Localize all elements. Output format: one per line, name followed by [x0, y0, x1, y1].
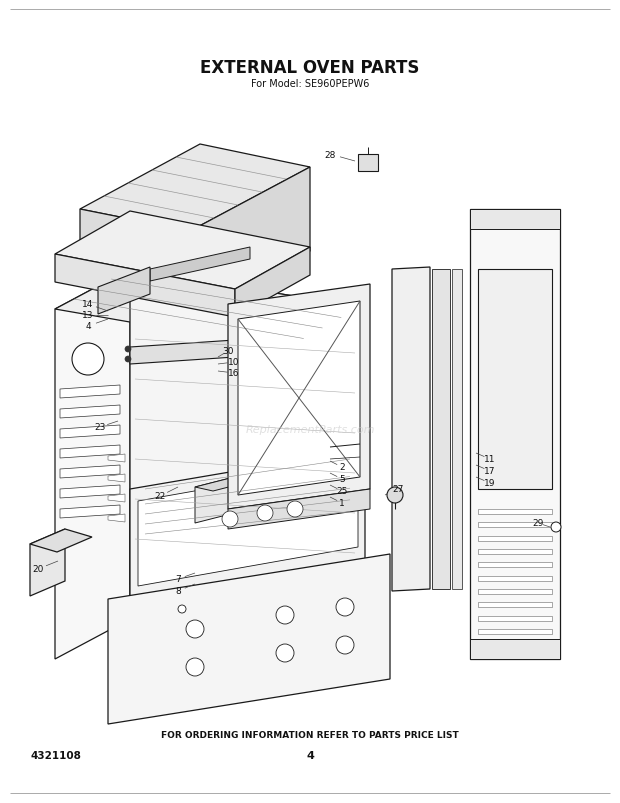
Text: 23: 23 [94, 423, 105, 432]
Polygon shape [60, 446, 120, 459]
Text: FOR ORDERING INFORMATION REFER TO PARTS PRICE LIST: FOR ORDERING INFORMATION REFER TO PARTS … [161, 731, 459, 740]
Circle shape [178, 605, 186, 613]
Text: 4: 4 [306, 750, 314, 760]
Polygon shape [108, 554, 390, 724]
Circle shape [257, 505, 273, 521]
Polygon shape [55, 212, 310, 290]
Circle shape [276, 644, 294, 662]
Text: 13: 13 [82, 311, 94, 320]
Circle shape [276, 606, 294, 624]
Text: 7: 7 [175, 575, 181, 584]
Circle shape [125, 357, 131, 362]
Polygon shape [195, 474, 268, 491]
Text: 22: 22 [154, 492, 166, 501]
Polygon shape [478, 576, 552, 581]
Polygon shape [478, 630, 552, 634]
Text: 16: 16 [228, 369, 240, 378]
Polygon shape [108, 475, 125, 483]
Polygon shape [60, 406, 120, 418]
Polygon shape [452, 270, 462, 589]
Polygon shape [108, 454, 125, 463]
Polygon shape [80, 228, 310, 278]
Polygon shape [235, 247, 310, 318]
Text: 4321108: 4321108 [30, 750, 81, 760]
Polygon shape [392, 267, 430, 591]
Polygon shape [470, 210, 560, 659]
Text: 8: 8 [175, 587, 181, 596]
Text: 11: 11 [484, 455, 496, 464]
Polygon shape [228, 489, 370, 529]
Polygon shape [60, 485, 120, 499]
Circle shape [72, 344, 104, 376]
Polygon shape [130, 450, 365, 599]
Text: 5: 5 [339, 475, 345, 484]
Polygon shape [80, 145, 310, 232]
Polygon shape [478, 602, 552, 608]
Polygon shape [470, 639, 560, 659]
Polygon shape [432, 270, 450, 589]
Polygon shape [470, 210, 560, 230]
Polygon shape [238, 302, 360, 495]
Text: 25: 25 [336, 487, 348, 496]
Text: ReplacementParts.com: ReplacementParts.com [246, 425, 374, 434]
Text: 14: 14 [82, 300, 94, 309]
Circle shape [125, 347, 131, 353]
Polygon shape [150, 247, 250, 282]
Polygon shape [195, 474, 250, 524]
Text: 30: 30 [222, 347, 234, 356]
Polygon shape [108, 515, 125, 522]
Polygon shape [138, 463, 358, 586]
Text: 4: 4 [85, 322, 91, 331]
Text: 17: 17 [484, 467, 496, 476]
Circle shape [186, 658, 204, 676]
Polygon shape [358, 155, 378, 172]
Polygon shape [130, 270, 360, 619]
Polygon shape [478, 536, 552, 541]
Polygon shape [60, 385, 120, 398]
Polygon shape [30, 529, 65, 597]
Polygon shape [60, 466, 120, 479]
Text: 2: 2 [339, 463, 345, 472]
Text: 29: 29 [533, 519, 544, 528]
Text: EXTERNAL OVEN PARTS: EXTERNAL OVEN PARTS [200, 59, 420, 77]
Polygon shape [55, 270, 360, 349]
Polygon shape [478, 523, 552, 528]
Text: 27: 27 [392, 485, 404, 494]
Circle shape [222, 512, 238, 528]
Polygon shape [478, 563, 552, 568]
Text: 19: 19 [484, 479, 496, 488]
Text: 20: 20 [32, 565, 43, 574]
Circle shape [387, 487, 403, 503]
Polygon shape [478, 549, 552, 554]
Polygon shape [30, 529, 92, 552]
Polygon shape [190, 168, 310, 278]
Polygon shape [478, 270, 552, 489]
Polygon shape [130, 337, 280, 365]
Polygon shape [98, 267, 150, 315]
Polygon shape [60, 505, 120, 519]
Polygon shape [60, 426, 120, 438]
Text: For Model: SE960PEPW6: For Model: SE960PEPW6 [251, 79, 369, 89]
Polygon shape [108, 495, 125, 503]
Polygon shape [478, 589, 552, 594]
Polygon shape [55, 270, 130, 659]
Circle shape [186, 620, 204, 638]
Polygon shape [55, 255, 235, 318]
Polygon shape [270, 310, 360, 369]
Polygon shape [80, 210, 190, 278]
Circle shape [287, 501, 303, 517]
Text: 1: 1 [339, 499, 345, 507]
Text: 28: 28 [324, 150, 335, 159]
Polygon shape [478, 509, 552, 515]
Polygon shape [130, 585, 360, 659]
Circle shape [551, 522, 561, 532]
Circle shape [336, 598, 354, 616]
Text: 10: 10 [228, 358, 240, 367]
Polygon shape [228, 284, 370, 509]
Circle shape [336, 636, 354, 654]
Polygon shape [478, 616, 552, 621]
